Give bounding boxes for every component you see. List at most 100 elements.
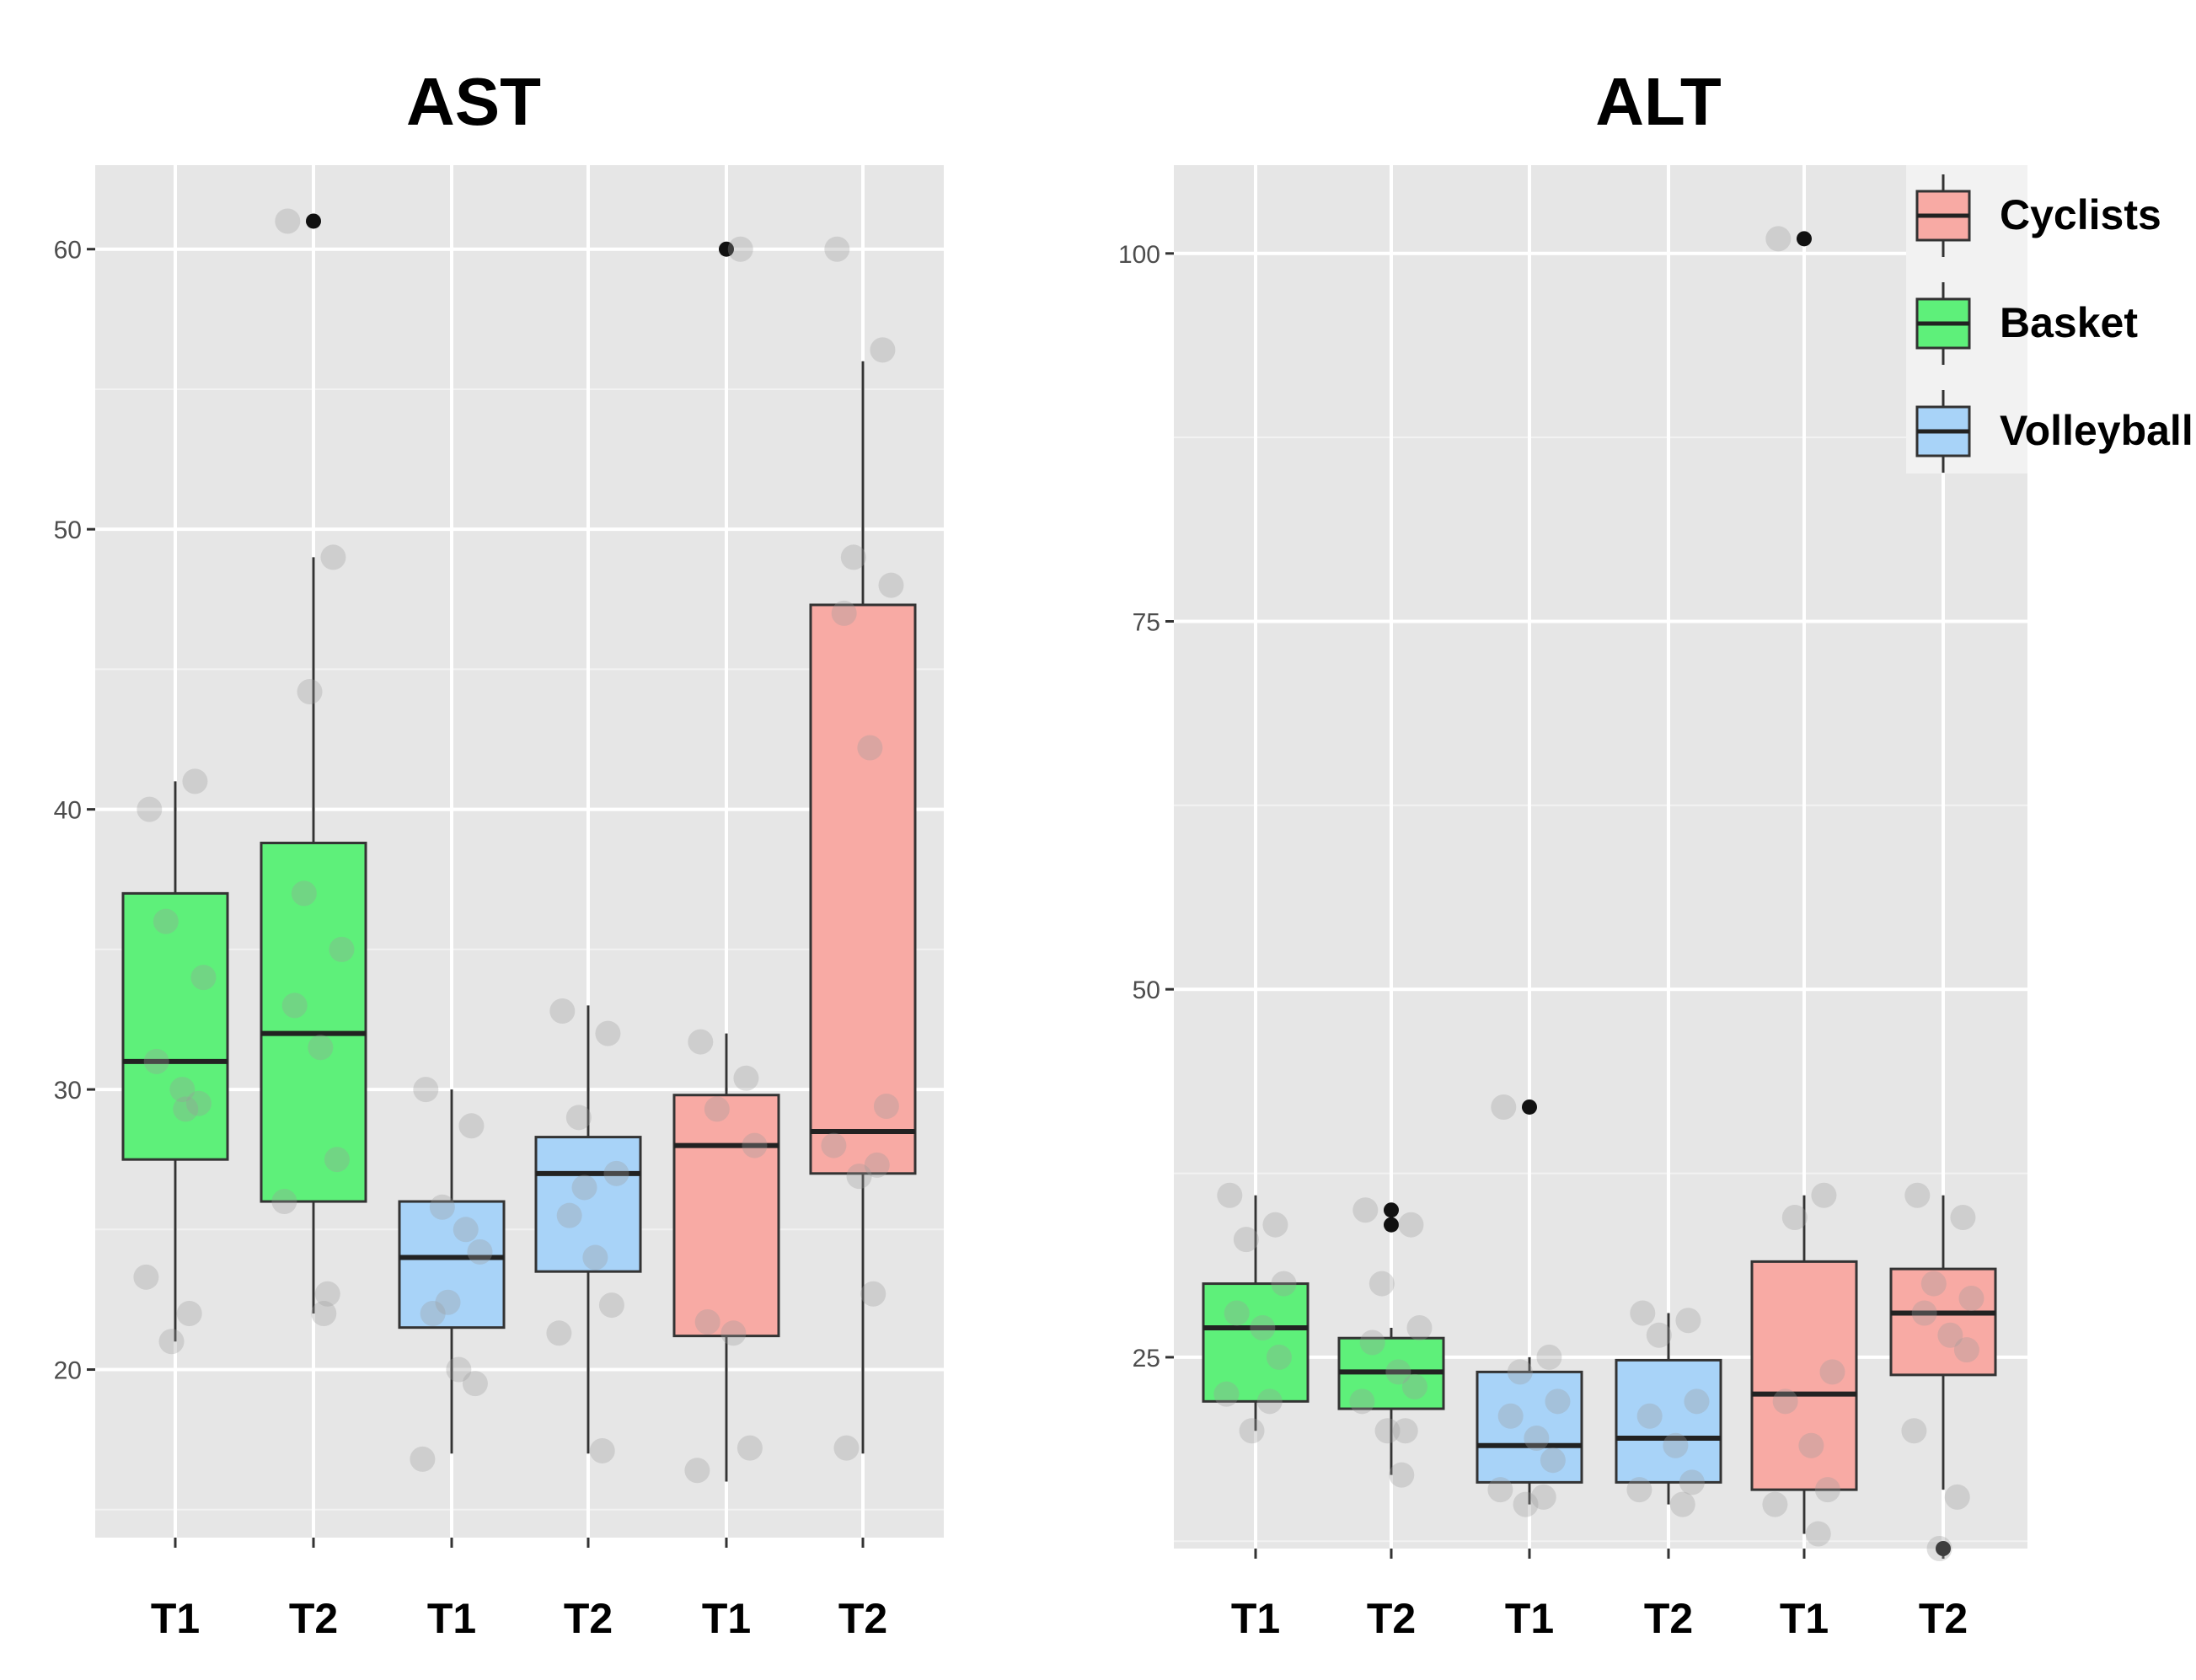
ast-jitter-point [190, 965, 217, 991]
ast-jitter-point [688, 1029, 714, 1055]
ast-ytick-label: 30 [54, 1077, 82, 1105]
ast-ytick-label: 50 [54, 516, 82, 544]
alt-ytick-label: 50 [1133, 976, 1160, 1004]
ast-jitter-point [704, 1096, 730, 1122]
box-body [260, 842, 367, 1203]
alt-jitter-point [1811, 1182, 1837, 1208]
ast-jitter-point [831, 600, 857, 626]
ast-jitter-point [413, 1077, 439, 1103]
alt-jitter-point [1513, 1491, 1539, 1517]
ast-jitter-point [291, 880, 317, 907]
ast-jitter-point [158, 1329, 185, 1355]
ast-box-cyclists-t2 [809, 361, 917, 1454]
alt-jitter-point [1646, 1322, 1672, 1348]
ast-jitter-point [446, 1356, 472, 1383]
alt-jitter-point [1487, 1477, 1513, 1503]
ast-box-basket-t2 [260, 213, 367, 1314]
alt-jitter-point [1772, 1388, 1798, 1415]
alt-jitter-point [1497, 1403, 1524, 1429]
ast-jitter-point [311, 1301, 337, 1327]
ast-xtick-label: T2 [289, 1595, 338, 1642]
ast-jitter-point [736, 1435, 763, 1461]
ast-jitter-point [589, 1437, 615, 1463]
ast-jitter-point [410, 1446, 436, 1472]
alt-panel: ALT 25 50 75 100 T1 T2 T1 T2 T1 T2 [1118, 64, 2027, 1642]
alt-jitter-point [1950, 1204, 1976, 1230]
alt-jitter-point [1374, 1418, 1401, 1444]
ast-title: AST [406, 64, 541, 139]
alt-jitter-point [1398, 1212, 1424, 1238]
ast-jitter-point [582, 1244, 608, 1271]
ast-ytick-label: 60 [54, 237, 82, 265]
alt-jitter-point [1217, 1182, 1243, 1208]
ast-box-volleyball-t2 [534, 1005, 642, 1454]
ast-jitter-point [873, 1094, 899, 1120]
ast-jitter-point [694, 1309, 720, 1335]
box-body [1202, 1282, 1310, 1403]
ast-jitter-point [435, 1289, 461, 1315]
alt-plot-background [1174, 165, 2027, 1549]
ast-jitter-point [453, 1217, 479, 1243]
ast-jitter-point [271, 1189, 297, 1215]
ast-jitter-point [324, 1147, 350, 1173]
legend: Cyclists Basket Volleyball [1906, 165, 2193, 474]
ast-jitter-point [458, 1113, 485, 1139]
alt-title: ALT [1595, 64, 1722, 139]
alt-jitter-point [1937, 1322, 1963, 1348]
ast-jitter-point [846, 1164, 872, 1190]
alt-jitter-point [1491, 1094, 1517, 1120]
box-body [672, 1094, 780, 1338]
ast-jitter-point [720, 1320, 747, 1346]
alt-jitter-point [1904, 1182, 1931, 1208]
ast-jitter-point [137, 796, 163, 822]
alt-jitter-point [1368, 1271, 1395, 1297]
ast-jitter-point [308, 1035, 334, 1061]
ast-xtick-label: T1 [702, 1595, 751, 1642]
alt-jitter-point [1958, 1286, 1984, 1312]
alt-jitter-point [1953, 1337, 1979, 1363]
ast-xtick-label: T2 [838, 1595, 887, 1642]
outlier-point [1797, 231, 1812, 247]
alt-jitter-point [1944, 1484, 1970, 1510]
alt-xtick-label: T2 [1919, 1595, 1968, 1642]
ast-jitter-point [556, 1202, 582, 1228]
ast-jitter-point [878, 572, 904, 598]
outlier-point [1522, 1099, 1537, 1115]
alt-jitter-point [1256, 1388, 1283, 1415]
alt-jitter-point [1663, 1432, 1689, 1458]
box-body [809, 603, 917, 1175]
alt-jitter-point [1392, 1418, 1418, 1444]
ast-jitter-point [153, 908, 179, 934]
alt-jitter-point [1926, 1536, 1952, 1561]
alt-jitter-point [1271, 1271, 1297, 1297]
alt-ytick-label: 75 [1133, 609, 1160, 637]
legend-item-volleyball: Volleyball [1915, 390, 2193, 473]
alt-jitter-point [1224, 1300, 1250, 1326]
alt-jitter-point [1630, 1300, 1656, 1326]
alt-jitter-point [1389, 1462, 1415, 1488]
ast-xtick-label: T1 [151, 1595, 200, 1642]
ast-xtick-label: T2 [564, 1595, 613, 1642]
ast-ytick-label: 40 [54, 797, 82, 825]
ast-jitter-point [546, 1320, 572, 1346]
ast-jitter-point [462, 1371, 488, 1397]
alt-jitter-point [1530, 1484, 1556, 1510]
ast-jitter-point [143, 1048, 169, 1074]
box-body [398, 1200, 506, 1330]
alt-xtick-label: T1 [1231, 1595, 1280, 1642]
box-body [1476, 1370, 1583, 1484]
alt-jitter-point [1359, 1330, 1385, 1356]
alt-box-volleyball-t2 [1615, 1313, 1722, 1505]
ast-jitter-point [833, 1435, 860, 1461]
ast-jitter-point [314, 1281, 340, 1307]
alt-jitter-point [1213, 1381, 1240, 1407]
ast-jitter-point [821, 1132, 847, 1158]
alt-jitter-point [1262, 1212, 1288, 1238]
alt-jitter-point [1679, 1469, 1705, 1495]
alt-jitter-point [1798, 1432, 1824, 1458]
legend-label: Cyclists [2000, 191, 2161, 238]
ast-box-cyclists-t1 [672, 241, 780, 1482]
alt-jitter-point [1352, 1197, 1379, 1223]
